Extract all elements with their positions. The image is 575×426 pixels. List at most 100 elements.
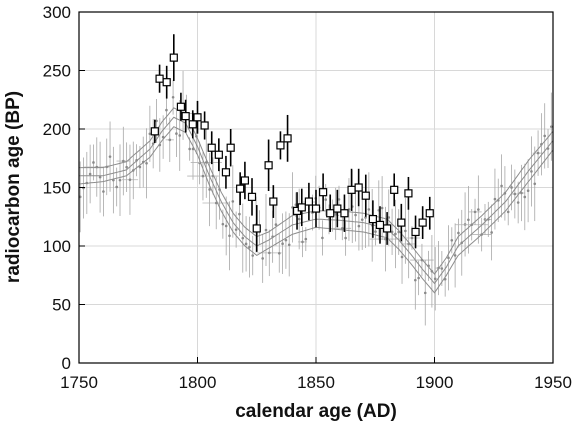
measurement-point <box>264 161 273 170</box>
measurement-point <box>155 74 164 83</box>
measurement-point <box>354 183 363 192</box>
calibration-point <box>155 119 158 123</box>
calibration-point <box>543 134 547 138</box>
calibration-point <box>165 108 168 112</box>
calibration-point <box>268 251 271 255</box>
calibration-point <box>188 147 191 151</box>
calibration-point <box>500 184 503 188</box>
calibration-point <box>526 189 530 193</box>
calibration-point <box>364 216 367 219</box>
x-tick-label: 1950 <box>534 373 572 392</box>
calibration-point <box>261 257 264 260</box>
calibration-point <box>264 228 268 232</box>
calibration-point <box>297 217 301 221</box>
measurement-point <box>200 121 209 130</box>
calibration-point <box>234 228 238 231</box>
calibration-point <box>161 135 165 139</box>
y-tick-label: 0 <box>62 354 71 373</box>
calibration-point <box>102 190 105 193</box>
measurement-point <box>340 209 349 218</box>
calibration-point <box>404 229 407 233</box>
measurement-point <box>404 189 413 198</box>
measurement-point <box>418 218 427 227</box>
calibration-point <box>238 212 241 216</box>
calibration-point <box>122 159 125 163</box>
calibration-dots <box>78 70 553 326</box>
measurement-point <box>236 184 245 193</box>
calibration-point <box>357 224 361 228</box>
calibration-point <box>400 255 404 259</box>
calibration-point <box>450 238 454 242</box>
calibration-point <box>493 197 497 201</box>
measurement-point <box>162 78 171 87</box>
x-tick-label: 1750 <box>60 373 98 392</box>
measurement-point <box>347 185 356 194</box>
calibration-point <box>168 138 172 142</box>
calibration-point <box>341 227 344 230</box>
calibration-point <box>171 95 175 99</box>
calibration-point <box>224 224 228 228</box>
calibration-point <box>118 178 122 182</box>
measurement-points <box>150 34 434 252</box>
calibration-point <box>115 185 118 189</box>
measurement-point <box>397 218 406 227</box>
calibration-point <box>516 201 520 204</box>
calibration-point <box>274 223 278 226</box>
calibration-point <box>433 277 437 281</box>
calibration-point <box>530 170 533 173</box>
measurement-point <box>247 192 257 201</box>
calibration-point <box>301 240 304 244</box>
calibration-point <box>457 231 460 235</box>
calibration-point <box>88 172 92 176</box>
calibration-point <box>125 165 128 169</box>
y-axis: 0 50 100 150 200 250 300 <box>43 3 85 373</box>
calibration-point <box>281 242 284 245</box>
x-tick-label: 1800 <box>179 373 217 392</box>
measurement-point <box>368 214 377 224</box>
measurement-point <box>226 143 235 152</box>
calibration-point <box>506 210 510 214</box>
measurement-point <box>390 185 399 194</box>
calibration-point <box>367 208 371 211</box>
measurement-point <box>311 204 321 213</box>
calibration-point <box>277 251 281 255</box>
calibration-point <box>284 238 288 242</box>
calibration-point <box>304 237 308 241</box>
calibration-point <box>410 236 414 240</box>
calibration-point <box>374 230 377 233</box>
calibration-point <box>287 243 291 247</box>
calibration-point <box>108 155 112 158</box>
measurement-point <box>333 204 342 213</box>
calibration-point <box>337 198 341 201</box>
calibration-point <box>510 186 513 189</box>
calibration-point <box>360 218 364 221</box>
calibration-point <box>334 212 337 216</box>
calibration-point <box>414 278 417 282</box>
x-axis: 1750 1800 1850 1900 1950 <box>60 357 572 392</box>
measurement-point <box>240 176 249 185</box>
calibration-point <box>354 213 357 217</box>
calibration-point <box>490 231 493 234</box>
y-tick-label: 50 <box>52 296 71 315</box>
measurement-point <box>375 220 385 230</box>
calibration-point <box>221 222 225 226</box>
calibration-point <box>231 200 235 203</box>
measurement-point <box>207 143 216 152</box>
measurement-point <box>276 141 285 150</box>
calibration-point <box>447 256 450 260</box>
calibration-point <box>248 245 251 249</box>
measurement-point <box>252 224 261 233</box>
measurement-point <box>319 188 328 197</box>
measurement-point <box>176 102 186 111</box>
calibration-point <box>453 254 457 257</box>
calibration-point <box>175 132 178 135</box>
calibration-point <box>394 232 397 236</box>
measurement-point <box>304 197 313 206</box>
y-tick-label: 100 <box>43 237 71 256</box>
measurement-point <box>383 224 392 233</box>
calibration-point <box>380 206 384 210</box>
x-tick-label: 1900 <box>416 373 454 392</box>
calibration-point <box>550 125 553 128</box>
calibration-point <box>417 276 420 280</box>
measurement-point <box>269 197 278 206</box>
